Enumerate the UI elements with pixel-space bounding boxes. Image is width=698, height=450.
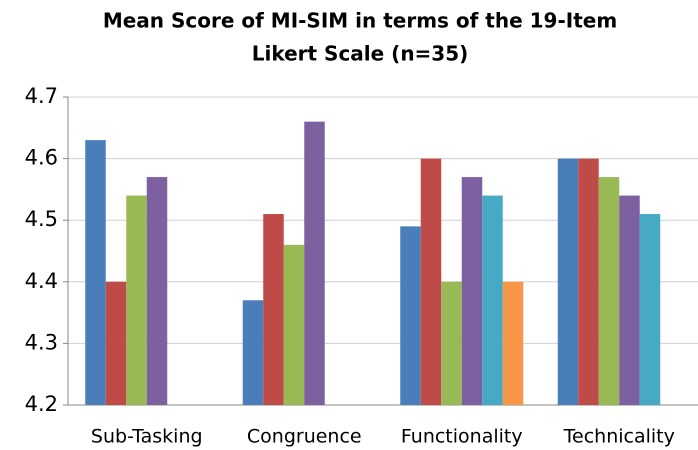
bar: [619, 195, 640, 405]
bar: [400, 226, 421, 405]
bar: [461, 177, 483, 405]
bar: [420, 158, 442, 405]
bar: [441, 281, 462, 405]
y-tick-label: 4.6: [25, 146, 58, 170]
bar: [283, 244, 305, 405]
bar: [639, 214, 661, 405]
y-tick-label: 4.5: [25, 207, 58, 231]
bar: [598, 177, 620, 405]
bar: [304, 121, 325, 405]
bar: [578, 158, 599, 405]
bar: [242, 300, 264, 405]
y-tick-label: 4.3: [25, 330, 58, 354]
bar: [502, 281, 524, 405]
bar: [482, 195, 503, 405]
bar: [146, 177, 168, 405]
bar: [557, 158, 579, 405]
bar: [85, 140, 106, 405]
chart-title: Mean Score of MI-SIM in terms of the 19-…: [103, 9, 617, 33]
bar: [263, 214, 284, 405]
bar: [126, 195, 147, 405]
y-tick-label: 4.7: [25, 84, 58, 108]
y-tick-label: 4.2: [25, 392, 58, 416]
bar: [105, 281, 127, 405]
x-tick-label: Functionality: [401, 426, 523, 448]
y-tick-label: 4.4: [25, 269, 58, 293]
x-tick-label: Technicality: [563, 426, 675, 448]
x-tick-label: Congruence: [247, 426, 362, 448]
chart-title: Likert Scale (n=35): [252, 42, 469, 66]
x-tick-label: Sub-Tasking: [91, 426, 203, 448]
